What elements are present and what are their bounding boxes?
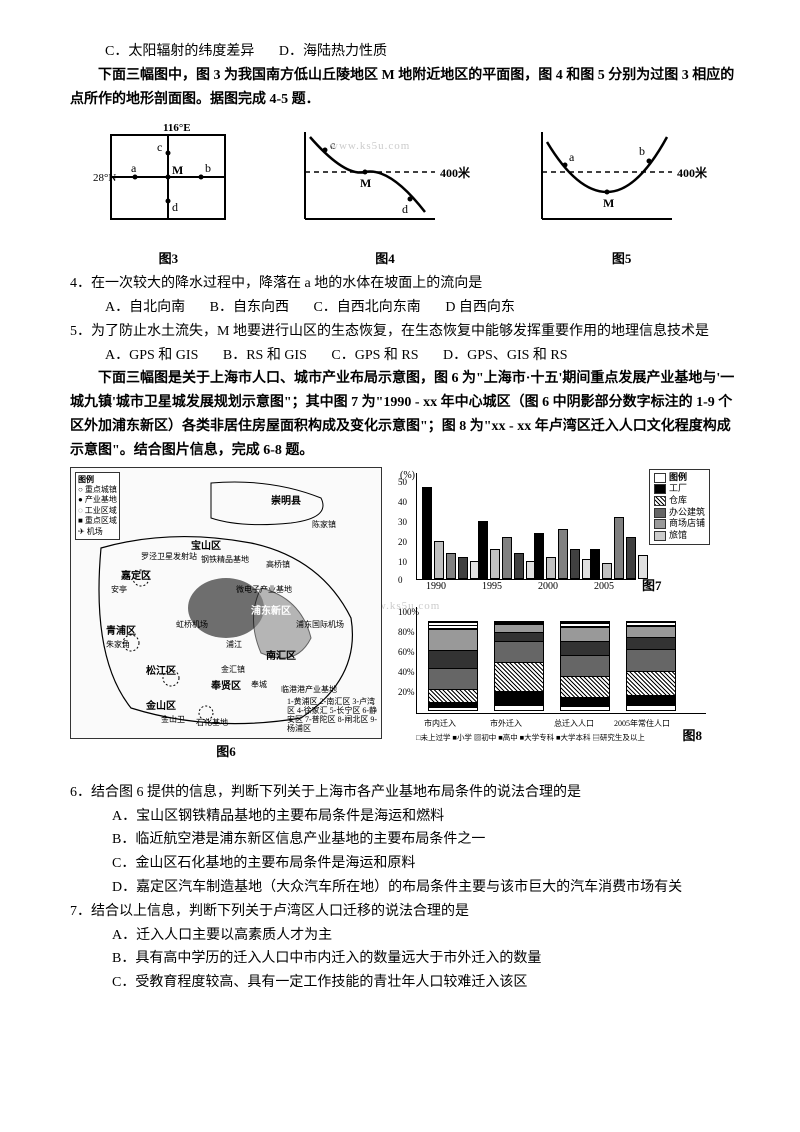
svg-text:a: a: [569, 150, 575, 164]
q7-stem: 7．结合以上信息，判断下列关于卢湾区人口迁移的说法合理的是: [70, 900, 740, 924]
q5-b: B．RS 和 GIS: [223, 348, 307, 363]
svg-text:28°N: 28°N: [93, 172, 116, 184]
fig6-wrap: 图例 ○ 重点城镇 ● 产业基地 ◌ 工业区域 ■ 重点区域 ✈ 机场 崇明县 …: [70, 467, 382, 763]
fig7-cap: 图7: [642, 575, 662, 597]
lbl-jinhui: 金汇镇: [221, 663, 245, 677]
q7-options: A．迁入人口主要以高素质人才为主 B．具有高中学历的迁入人口中市内迁入的数量远大…: [70, 924, 740, 995]
q7-a: A．迁入人口主要以高素质人才为主: [112, 924, 740, 948]
intro-68: 下面三幅图是关于上海市人口、城市产业布局示意图，图 6 为"上海市·十五'期间重…: [70, 367, 740, 462]
watermark: www.ks5u.com: [330, 137, 410, 156]
lbl-luojing: 罗泾卫星发射站: [141, 550, 197, 564]
q5-c: C．GPS 和 RS: [331, 348, 418, 363]
q5-d: D．GPS、GIS 和 RS: [443, 348, 567, 363]
q4-b: B．自东向西: [210, 300, 289, 315]
lbl-pujiang: 浦江: [226, 638, 242, 652]
lbl-fengcheng: 奉城: [251, 678, 267, 692]
q7-b: B．具有高中学历的迁入人口中市内迁入的数量远大于市外迁入的数量: [112, 947, 740, 971]
q5-a: A．GPS 和 GIS: [105, 348, 198, 363]
fig8-legend: □未上过学 ■小学 ▨初中 ■高中 ■大学专科 ■大学本科 ▤研究生及以上: [416, 732, 645, 745]
lbl-shihua: 石化基地: [196, 716, 228, 730]
lbl-lingang: 临港港产业基地: [281, 683, 337, 697]
fig7: (%) 50 40 30 20 10 0 1990 1995 2000 2005…: [392, 467, 712, 597]
q3-opt-c: C．太阳辐射的纬度差异: [105, 44, 254, 59]
q3-opt-d: D．海陆热力性质: [279, 44, 387, 59]
q6-options: A．宝山区钢铁精品基地的主要布局条件是海运和燃料 B．临近航空港是浦东新区信息产…: [70, 805, 740, 900]
fig6-map: 图例 ○ 重点城镇 ● 产业基地 ◌ 工业区域 ■ 重点区域 ✈ 机场 崇明县 …: [70, 467, 382, 739]
svg-text:M: M: [172, 163, 183, 177]
lbl-fengxian: 奉贤区: [211, 678, 241, 695]
q4-c: C．自西北向东南: [313, 300, 420, 315]
q6-c: C．金山区石化基地的主要布局条件是海运和原料: [112, 852, 740, 876]
fig7-legend: 图例 工厂 仓库 办公建筑 商场店铺 旅馆: [649, 469, 710, 545]
lbl-hongqiao: 虹桥机场: [176, 618, 208, 632]
svg-text:116°E: 116°E: [163, 122, 191, 134]
svg-text:M: M: [360, 176, 371, 190]
svg-text:d: d: [172, 200, 178, 214]
lbl-nanhui: 南汇区: [266, 648, 296, 665]
svg-text:400米: 400米: [677, 165, 708, 180]
fig5: a b M 400米 图5: [527, 117, 717, 270]
fig3-cap: 图3: [93, 248, 243, 270]
q3-options: C．太阳辐射的纬度差异 D．海陆热力性质: [70, 40, 740, 64]
lbl-zhujiajiao: 朱家角: [106, 638, 130, 652]
charts-78: (%) 50 40 30 20 10 0 1990 1995 2000 2005…: [392, 467, 712, 763]
svg-text:400米: 400米: [440, 165, 471, 180]
q4-a: A．自北向南: [105, 300, 185, 315]
fig6-cap: 图6: [70, 741, 382, 763]
intro-45: 下面三幅图中，图 3 为我国南方低山丘陵地区 M 地附近地区的平面图，图 4 和…: [70, 64, 740, 112]
q7-c: C．受教育程度较高、具有一定工作技能的青壮年人口较难迁入该区: [112, 971, 740, 995]
q6-stem: 6．结合图 6 提供的信息，判断下列关于上海市各产业基地布局条件的说法合理的是: [70, 781, 740, 805]
fig4-cap: 图4: [290, 248, 480, 270]
fig8-cap: 图8: [682, 725, 702, 747]
lbl-anting: 安亭: [111, 583, 127, 597]
lbl-chenjia: 陈家镇: [312, 518, 336, 532]
lbl-districts: 1-黄浦区 2-南汇区 3-卢湾区 4-徐家汇 5-长宁区 6-静安区 7-普陀…: [287, 698, 377, 733]
q6-b: B．临近航空港是浦东新区信息产业基地的主要布局条件之一: [112, 828, 740, 852]
lbl-chongming: 崇明县: [271, 493, 301, 510]
q4-options: A．自北向南 B．自东向西 C．自西北向东南 D 自西向东: [70, 296, 740, 320]
fig8: 100% 80% 60% 40% 20% 市内迁入 市外迁入 总迁入人口 200…: [392, 603, 712, 733]
q4-stem: 4．在一次较大的降水过程中，降落在 a 地的水体在坡面上的流向是: [70, 272, 740, 296]
q4-d: D 自西向东: [445, 300, 515, 315]
q6-d: D．嘉定区汽车制造基地（大众汽车所在地）的布局条件主要与该市巨大的汽车消费市场有…: [112, 876, 740, 900]
svg-text:d: d: [402, 202, 408, 216]
lbl-jinshanwei: 金山卫: [161, 713, 185, 727]
svg-text:M: M: [603, 196, 614, 210]
lbl-gaoqiao: 高桥镇: [266, 558, 290, 572]
lbl-songjiang: 松江区: [146, 663, 176, 680]
svg-text:c: c: [157, 140, 162, 154]
svg-text:b: b: [205, 161, 211, 175]
lbl-pdairport: 浦东国际机场: [296, 618, 344, 632]
figures-345: www.ks5u.com 116°E 28°N a b c d M 图3 c M…: [70, 117, 740, 270]
fig5-cap: 图5: [527, 248, 717, 270]
q6-a: A．宝山区钢铁精品基地的主要布局条件是海运和燃料: [112, 805, 740, 829]
q5-options: A．GPS 和 GIS B．RS 和 GIS C．GPS 和 RS D．GPS、…: [70, 344, 740, 368]
q5-stem: 5．为了防止水土流失，M 地要进行山区的生态恢复，在生态恢复中能够发挥重要作用的…: [70, 320, 740, 344]
lbl-gangtie: 钢铁精品基地: [201, 553, 249, 567]
lbl-pudong: 浦东新区: [251, 603, 291, 620]
svg-text:a: a: [131, 161, 137, 175]
figures-678: www.ks5u.com 图例 ○ 重点城镇 ● 产业基地 ◌ 工业区域 ■ 重…: [70, 467, 740, 763]
fig3: 116°E 28°N a b c d M 图3: [93, 117, 243, 270]
svg-text:b: b: [639, 144, 645, 158]
lbl-weidianzi: 微电子产业基地: [236, 583, 292, 597]
